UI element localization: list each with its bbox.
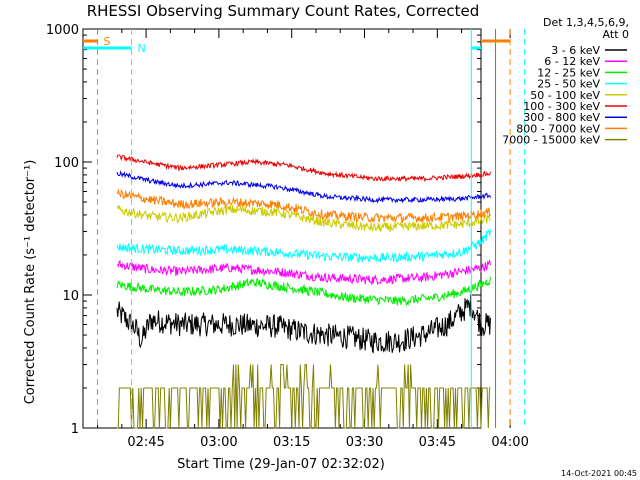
legend-label: 300 - 800 keV [523,111,600,124]
legend-label: 25 - 50 keV [537,78,600,91]
legend-label: 100 - 300 keV [523,100,600,113]
marker-label-n: N [138,42,146,55]
series-line-2 [116,276,491,307]
marker-label-s: S [104,35,111,48]
series-line-5 [116,154,491,183]
x-tick-label: 03:15 [273,435,310,450]
series-line-1 [116,259,491,286]
x-tick-label: 02:45 [127,435,164,450]
legend-header-line: Att 0 [603,28,629,41]
series-line-6 [116,170,491,204]
x-axis-label: Start Time (29-Jan-07 02:32:02) [177,457,385,472]
y-tick-label: 10 [62,289,79,304]
footer-timestamp: 14-Oct-2021 00:45 [561,469,637,478]
series-line-3 [116,228,491,264]
y-tick-label: 100 [54,156,79,171]
legend-label: 3 - 6 keV [551,44,600,57]
series-line-7 [116,188,491,224]
legend-label: 12 - 25 keV [537,66,600,79]
y-axis-label: Corrected Count Rate (s⁻¹ detector⁻¹) [23,160,38,405]
plot-area: 1 10 100 1000 02:45 03:00 03:15 03:30 03:45 04:00… [46,23,529,450]
x-tick-label: 03:45 [419,435,456,450]
x-tick-label: 03:00 [200,435,237,450]
legend-label: 7000 - 15000 keV [502,134,600,147]
legend-label: 50 - 100 keV [530,89,600,102]
x-tick-label: 04:00 [491,435,528,450]
series-line-4 [116,204,491,232]
y-tick-label: 1000 [46,23,79,38]
legend-header-line: Det 1,3,4,5,6,9, [543,16,629,29]
x-tick-label: 03:30 [346,435,383,450]
plot-frame [82,28,482,429]
chart-title: RHESSI Observing Summary Count Rates, Co… [87,2,480,20]
y-tick-label: 1 [71,422,79,437]
legend-label: 6 - 12 keV [544,55,600,68]
series-line-0 [116,294,491,354]
series-line-8 [117,364,491,429]
legend-label: 800 - 7000 keV [516,122,600,135]
